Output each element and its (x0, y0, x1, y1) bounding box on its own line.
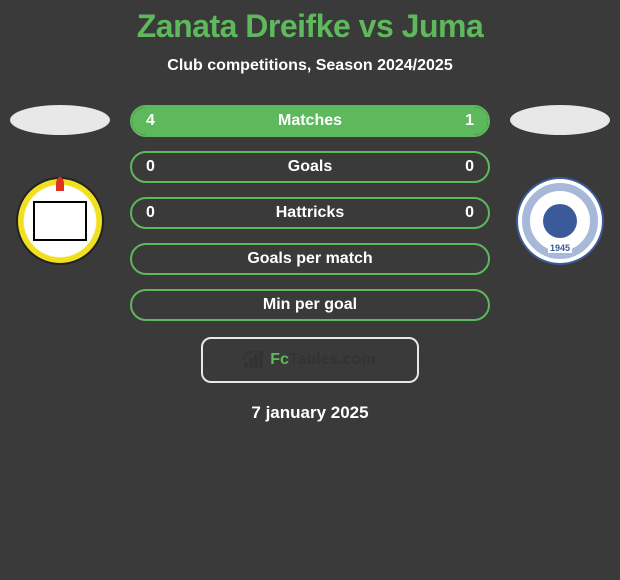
brand-logo[interactable]: FcTables.com (201, 337, 419, 383)
stat-bar: 00Goals (130, 151, 490, 183)
stat-label: Matches (132, 112, 488, 130)
right-side: 1945 (510, 105, 610, 265)
crest-year: 1945 (548, 243, 572, 253)
date-label: 7 january 2025 (0, 403, 620, 423)
brand-part3: .com (338, 351, 375, 368)
team-left-crest (16, 177, 104, 265)
crest-torch-icon (56, 177, 64, 191)
page-title: Zanata Dreifke vs Juma (0, 8, 620, 45)
crest-book-icon (33, 201, 87, 241)
stat-bar: Goals per match (130, 243, 490, 275)
brand-text: FcTables.com (270, 351, 376, 369)
stat-bar: Min per goal (130, 289, 490, 321)
stats-column: 41Matches 00Goals 00Hattricks Goals per mat… (130, 105, 490, 321)
player-left-placeholder (10, 105, 110, 135)
team-right-crest: 1945 (516, 177, 604, 265)
main-row: 41Matches 00Goals 00Hattricks Goals per mat… (0, 105, 620, 321)
stat-bar: 00Hattricks (130, 197, 490, 229)
brand-part1: Fc (270, 351, 289, 368)
stat-bar: 41Matches (130, 105, 490, 137)
stat-label: Min per goal (132, 296, 488, 314)
stat-label: Goals per match (132, 250, 488, 268)
stat-label: Hattricks (132, 204, 488, 222)
crest-ball-icon (543, 204, 577, 238)
chart-icon (244, 352, 264, 368)
player-right-placeholder (510, 105, 610, 135)
brand-part2: Tables (289, 351, 339, 368)
subtitle: Club competitions, Season 2024/2025 (0, 57, 620, 75)
left-side (10, 105, 110, 265)
stat-label: Goals (132, 158, 488, 176)
comparison-widget: Zanata Dreifke vs Juma Club competitions… (0, 0, 620, 423)
